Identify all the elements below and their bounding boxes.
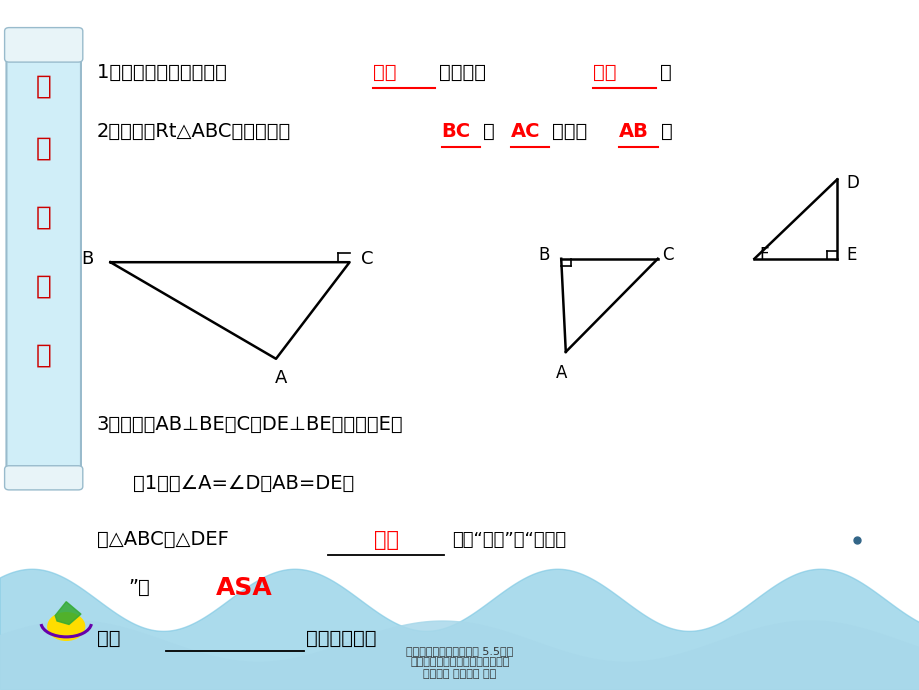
Text: 全等: 全等 — [373, 530, 399, 549]
Text: 与: 与 — [36, 204, 52, 230]
Text: ，斜边: ，斜边 — [551, 121, 586, 141]
Text: ASA: ASA — [216, 576, 273, 600]
FancyBboxPatch shape — [6, 36, 81, 489]
Text: 2、如图，Rt△ABC中，直角边: 2、如图，Rt△ABC中，直角边 — [96, 121, 290, 141]
FancyBboxPatch shape — [5, 466, 83, 490]
Text: A: A — [274, 369, 287, 387]
Text: （用简写法）: （用简写法） — [306, 629, 377, 648]
Text: 顾: 顾 — [36, 135, 52, 161]
Text: B: B — [539, 246, 550, 264]
Text: 思: 思 — [36, 273, 52, 299]
Text: （填“全等”或“不全等: （填“全等”或“不全等 — [451, 531, 565, 549]
Text: E: E — [845, 246, 856, 264]
Text: C: C — [360, 250, 373, 268]
Text: F: F — [758, 246, 767, 264]
Text: 相等: 相等 — [593, 63, 617, 82]
Text: 、: 、 — [482, 121, 494, 141]
Text: （1）若∠A=∠D，AB=DE，: （1）若∠A=∠D，AB=DE， — [133, 473, 354, 493]
Text: 3、如图，AB⊥BE于C，DE⊥BE，垂足为E，: 3、如图，AB⊥BE于C，DE⊥BE，垂足为E， — [96, 415, 403, 434]
Text: 。: 。 — [659, 63, 671, 82]
Text: 相等: 相等 — [372, 63, 396, 82]
Circle shape — [48, 613, 85, 640]
Text: AB: AB — [618, 121, 648, 141]
Text: C: C — [662, 246, 673, 264]
Text: A: A — [555, 364, 566, 382]
Text: AC: AC — [510, 121, 539, 141]
Text: 则△ABC与△DEF: 则△ABC与△DEF — [96, 530, 228, 549]
Text: 回: 回 — [36, 73, 52, 99]
Text: 。: 。 — [660, 121, 672, 141]
Text: ，对应角: ，对应角 — [438, 63, 485, 82]
Text: B: B — [82, 250, 94, 268]
Text: ”）: ”） — [129, 578, 151, 598]
Text: 《最新》七年级数学下册 5.5《探
索直角三角形全等的条件》公开课
优质课件 北师大版 课件: 《最新》七年级数学下册 5.5《探 索直角三角形全等的条件》公开课 优质课件 北… — [406, 646, 513, 679]
Text: 考: 考 — [36, 342, 52, 368]
Text: 1、全等三角形的对应边: 1、全等三角形的对应边 — [96, 63, 233, 82]
FancyBboxPatch shape — [5, 28, 83, 62]
Text: 根据: 根据 — [96, 629, 120, 648]
Polygon shape — [55, 602, 81, 624]
Text: D: D — [845, 174, 858, 192]
Text: BC: BC — [441, 121, 471, 141]
